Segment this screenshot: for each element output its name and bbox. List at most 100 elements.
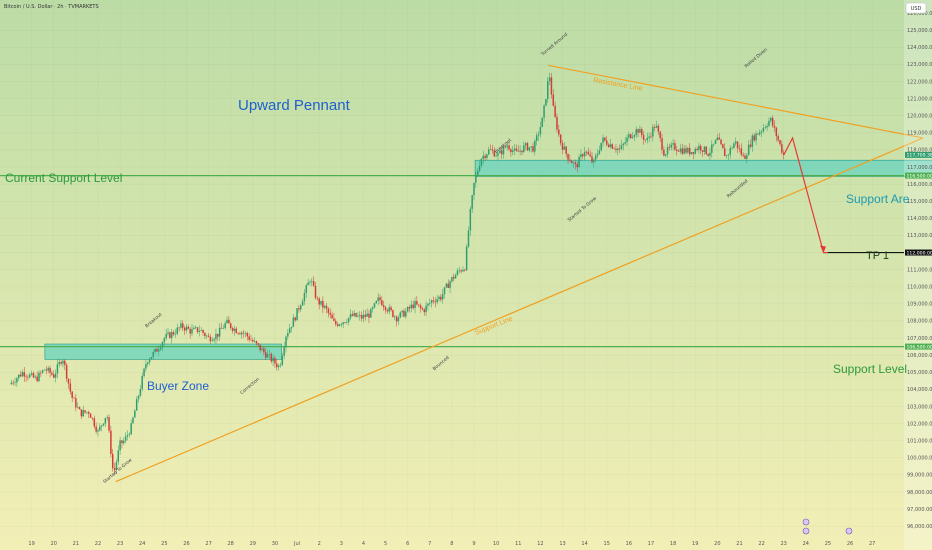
time-tick-label: 14 — [581, 541, 587, 547]
candle-body — [449, 281, 451, 288]
candle-body — [191, 329, 193, 334]
candle-body — [626, 137, 628, 143]
candle-body — [10, 382, 13, 385]
candle-body — [353, 313, 355, 316]
time-tick-label: 23 — [117, 541, 123, 547]
candle-body — [650, 136, 652, 138]
candle-body — [108, 417, 110, 431]
candle-body — [259, 344, 261, 351]
candle-body — [156, 349, 158, 352]
candle-body — [174, 333, 177, 335]
candle-body — [305, 285, 308, 293]
candle-body — [399, 312, 402, 318]
candle-body — [443, 287, 446, 295]
candle-body — [64, 360, 66, 365]
price-tick-label: 105,000.00 — [907, 370, 932, 376]
zones — [44, 159, 932, 360]
price-tick-label: 119,000.00 — [907, 131, 932, 137]
candle-body — [163, 338, 166, 343]
candle-body — [666, 147, 669, 155]
candle-body — [545, 99, 547, 106]
candle-body — [629, 134, 632, 139]
price-tag-label: 106,500.00 — [907, 344, 932, 350]
candle-body — [132, 417, 134, 424]
time-tick-label: 18 — [670, 541, 676, 547]
candle-body — [40, 372, 42, 374]
time-tick-label: 15 — [604, 541, 610, 547]
candle-body — [235, 328, 237, 334]
candle-body — [460, 270, 462, 272]
candle-body — [441, 294, 444, 300]
candle-body — [333, 318, 335, 321]
candle-body — [694, 148, 696, 154]
candle-body — [753, 135, 755, 141]
price-tick-label: 116,000.00 — [907, 182, 932, 188]
price-tick-label: 100,000.00 — [907, 456, 932, 462]
candle-body — [692, 152, 695, 154]
candle-body — [554, 105, 556, 117]
candle-body — [283, 347, 285, 356]
price-axis[interactable]: 96,000.00 97,000.00 98,000.00 99,000.00 100,… — [904, 0, 932, 550]
candle-body — [677, 150, 680, 152]
candle-body — [760, 131, 763, 133]
candle-body — [303, 292, 306, 302]
time-tick-label: 21 — [736, 541, 742, 547]
candle-body — [552, 94, 555, 106]
time-tick-label: 12 — [537, 541, 543, 547]
candle-body — [641, 129, 643, 136]
candle-body — [316, 297, 319, 299]
candle-body — [111, 453, 114, 469]
candle-body — [165, 334, 167, 339]
candle-body — [274, 357, 276, 364]
candle-body — [602, 137, 604, 143]
candle-body — [628, 134, 630, 138]
candle-body — [526, 143, 529, 151]
candle-body — [377, 297, 379, 301]
candle-body — [600, 142, 602, 151]
currency-label: USD — [911, 6, 922, 12]
price-tick-label: 99,000.00 — [907, 473, 932, 479]
candle-body — [620, 145, 623, 150]
candle-body — [491, 149, 494, 151]
time-axis[interactable]: 19 20 21 22 23 24 25 26 27 28 29 30 Jul 2 3 4 5 6 7 8 9 10 11 1… — [28, 541, 875, 547]
candle-body — [141, 375, 143, 389]
candle-body — [244, 333, 247, 334]
candle-body — [670, 144, 673, 148]
candle-body — [642, 135, 645, 140]
chart-title: Bitcoin / U.S. Dollar · 2h · TVMARKETS — [4, 4, 99, 10]
candle-body — [34, 376, 37, 378]
candle-body — [329, 312, 331, 315]
candle-body — [473, 182, 475, 196]
price-tick-label: 114,000.00 — [907, 216, 932, 222]
candle-body — [296, 308, 298, 321]
currency-button[interactable]: USD — [905, 2, 927, 14]
candle-body — [88, 412, 90, 414]
candle-body — [410, 304, 413, 309]
candle-body — [736, 141, 739, 149]
candle-body — [27, 376, 29, 378]
event-icons[interactable] — [802, 518, 853, 535]
candle-body — [770, 117, 772, 121]
candle-body — [683, 148, 685, 154]
candle-body — [565, 146, 567, 154]
candle-body — [607, 144, 610, 148]
time-tick-label: 25 — [825, 541, 831, 547]
candle-body — [287, 333, 289, 337]
price-tag-label: 116,500.00 — [907, 173, 932, 179]
candle-body — [668, 147, 671, 148]
candle-body — [582, 154, 584, 157]
candle-body — [559, 134, 562, 144]
candle-body — [32, 373, 35, 378]
candle-body — [578, 156, 580, 168]
candle-body — [432, 300, 435, 302]
candle-body — [347, 317, 350, 323]
candle-body — [705, 146, 708, 155]
candle-body — [594, 155, 597, 160]
candle-body — [698, 145, 700, 150]
projection — [783, 136, 828, 254]
candle-body — [355, 313, 357, 317]
candle-body — [421, 308, 424, 310]
candle-body — [29, 374, 31, 378]
